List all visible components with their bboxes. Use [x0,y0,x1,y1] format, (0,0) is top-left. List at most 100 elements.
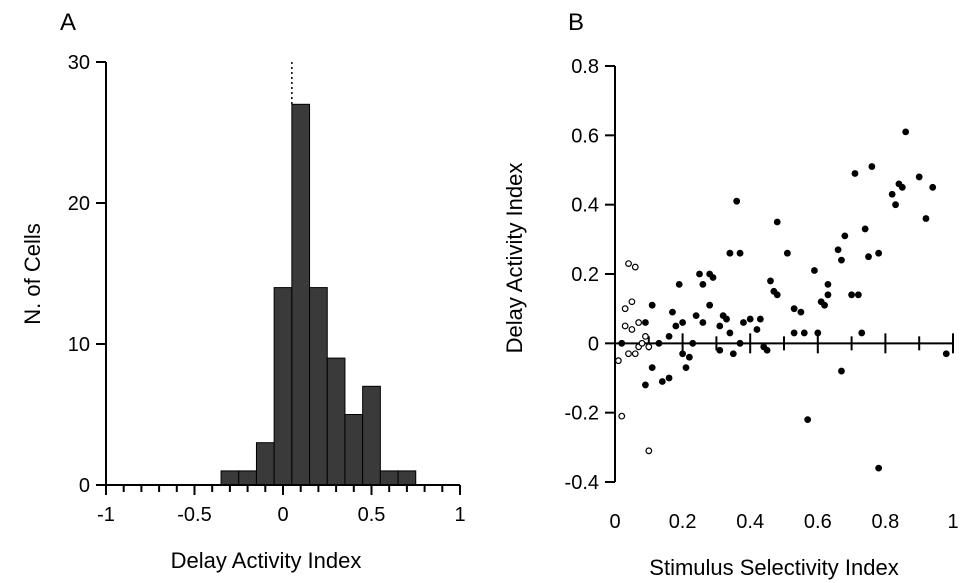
scatter-point-filled [875,249,883,257]
scatter-point-filled [658,378,666,385]
scatter-point-open [628,326,636,333]
scatter-point-filled [790,305,798,313]
scatter-point-filled [838,367,845,375]
scatter-point-filled [824,281,832,288]
scatter-point-open [645,343,653,351]
scatter-point-filled [942,350,950,358]
scatter-point-filled [834,246,842,254]
scatter-point-filled [854,291,862,299]
x-tick-label: 1 [454,504,465,526]
histogram-bar [220,470,240,486]
histogram-bar [326,357,346,486]
scatter-point-open [621,305,629,313]
x-axis-ticks: 0 0.2 0.4 0.6 0.8 1 [609,333,959,533]
scatter-point-filled [922,215,930,222]
scatter-point-filled [665,333,673,340]
histogram-bar [273,287,293,486]
scatter-point-filled [824,291,832,299]
scatter-point-open [628,298,636,306]
scatter-point-filled [706,301,714,309]
scatter-point-open [614,357,622,365]
y-tick-label: -0.2 [565,403,599,425]
scatter-point-filled [716,322,724,330]
scatter-point-filled [655,339,663,347]
histogram-bar [309,287,328,486]
scatter-point-open [625,260,632,268]
scatter-point-filled [888,190,896,198]
scatter-point-open [625,350,632,358]
scatter-point-open [635,319,643,326]
scatter-point-filled [861,225,869,233]
y-axis-label: N. of Cells [20,223,45,324]
scatter-point-filled [740,319,747,326]
y-tick-label: 0 [79,475,90,497]
scatter-point-filled [729,350,737,358]
scatter-point-filled [773,218,781,226]
scatter-point-filled [875,464,883,472]
scatter-point-filled [716,346,724,354]
scatter-point-open [645,447,653,455]
scatter-point-open [631,350,639,358]
scatter-point-filled [858,329,866,337]
y-tick-label: 30 [68,52,90,74]
scatter-panel: B 0 0.2 0.4 0.6 0.8 1 -0.4 -0.2 0 0.2 0.4 0.6 0.8 S… [502,9,959,580]
scatter-point-filled [821,301,828,309]
histogram-bar [255,442,275,486]
histogram-bar [362,385,381,486]
scatter-point-filled [753,326,761,333]
histogram-bar [238,470,257,486]
x-tick-label: 0.4 [736,511,764,533]
x-tick-label: 0.8 [871,511,899,533]
scatter-point-filled [726,329,734,337]
y-axis-label: Delay Activity Index [502,163,527,354]
y-tick-label: 10 [68,334,90,356]
scatter-point-filled [865,253,872,261]
scatter-point-open [631,263,639,271]
scatter-point-filled [811,267,818,274]
scatter-point-filled [767,277,774,285]
scatter-point-filled [665,374,673,382]
x-tick-label: 0.6 [804,511,832,533]
y-tick-label: 0.6 [571,125,599,147]
scatter-point-open [618,412,626,420]
scatter-point-filled [699,319,707,326]
x-axis-ticks: -1 -0.5 0 0.5 1 [97,485,466,526]
scatter-point-filled [733,197,741,205]
x-tick-label: 0 [609,511,620,533]
scatter-point-filled [892,201,899,209]
scatter-point-filled [790,329,798,337]
scatter-point-filled [642,319,649,326]
scatter-point-open [638,339,646,347]
scatter-point-filled [672,322,680,330]
scatter-point-filled [838,256,845,264]
scatter-point-filled [773,291,781,299]
scatter-point-filled [675,281,683,288]
histogram-bar [344,414,364,486]
histogram-bars [220,103,417,486]
scatter-point-filled [618,339,626,347]
histogram-panel: A -1 -0.5 0 0.5 1 0 10 20 30 Delay Activity Ind… [20,9,466,573]
scatter-point-filled [851,170,859,177]
y-tick-label: 0 [588,333,599,355]
x-tick-label: -1 [97,504,115,526]
scatter-point-filled [783,249,791,257]
scatter-point-filled [648,364,656,371]
scatter-point-filled [642,381,649,389]
scatter-point-filled [868,163,876,170]
scatter-point-filled [699,281,707,288]
scatter-point-filled [814,329,822,337]
y-tick-label: -0.4 [565,472,599,494]
x-axis-label: Stimulus Selectivity Index [649,555,898,580]
scatter-point-filled [756,315,764,323]
x-tick-label: 1 [947,511,958,533]
scatter-point-filled [723,315,730,323]
y-tick-label: 0.4 [571,195,599,217]
scatter-point-filled [902,128,910,136]
scatter-point-filled [685,353,693,361]
scatter-point-filled [848,291,855,299]
scatter-point-filled [841,232,849,240]
scatter-point-filled [648,301,656,309]
scatter-points [614,128,950,472]
scatter-point-filled [679,319,686,326]
scatter-point-filled [929,183,937,191]
